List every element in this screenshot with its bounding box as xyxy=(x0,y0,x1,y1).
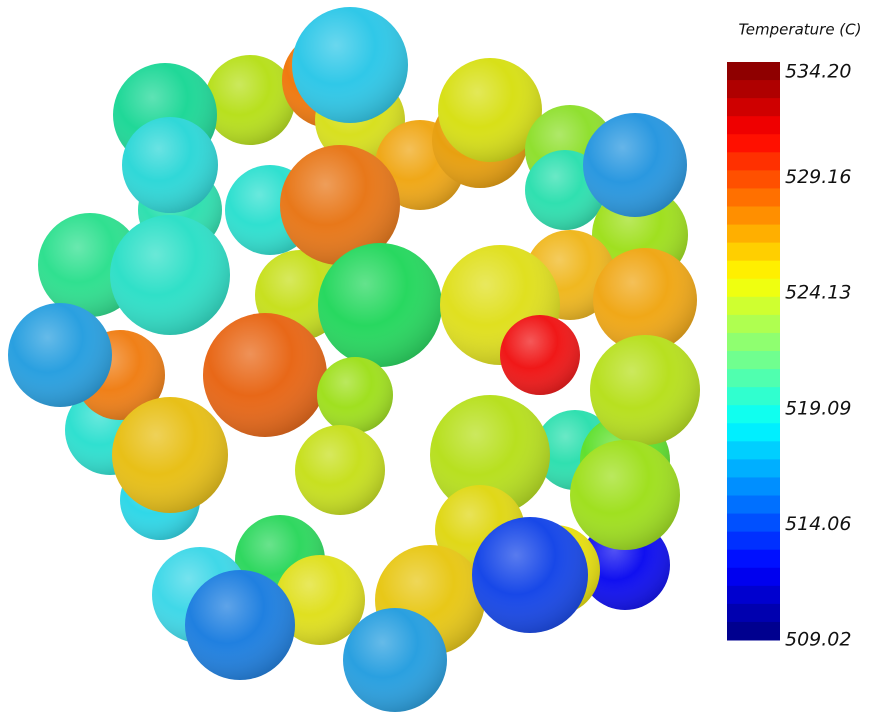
sphere-shading xyxy=(343,608,447,712)
color-band xyxy=(727,586,780,605)
color-band xyxy=(727,225,780,244)
color-band xyxy=(727,459,780,478)
color-band xyxy=(727,297,780,316)
color-band xyxy=(727,423,780,442)
sphere-shading xyxy=(295,425,385,515)
color-band xyxy=(727,207,780,226)
color-band xyxy=(727,441,780,460)
color-band xyxy=(727,62,780,81)
sphere-shading xyxy=(122,117,218,213)
color-band xyxy=(727,477,780,496)
sphere-shading xyxy=(185,570,295,680)
sphere-shading xyxy=(205,55,295,145)
sphere-shading xyxy=(8,303,112,407)
sphere-shading xyxy=(317,357,393,433)
tick-label: 524.13 xyxy=(785,282,851,304)
tick-label: 519.09 xyxy=(785,397,851,419)
color-band xyxy=(727,188,780,207)
color-band xyxy=(727,604,780,623)
color-band xyxy=(727,387,780,406)
color-band xyxy=(727,622,780,641)
color-band xyxy=(727,351,780,370)
color-band xyxy=(727,369,780,388)
color-band xyxy=(727,514,780,533)
color-bar-title: Temperature (C) xyxy=(739,21,862,39)
color-band xyxy=(727,550,780,569)
color-band xyxy=(727,80,780,99)
sphere-shading xyxy=(590,335,700,445)
sphere-shading xyxy=(500,315,580,395)
sphere-shading xyxy=(110,215,230,335)
sphere-shading xyxy=(292,7,408,123)
sphere-shading xyxy=(203,313,327,437)
visualization: Temperature (C) 534.20 529.16 524.13 519.09… xyxy=(0,0,893,713)
color-band xyxy=(727,243,780,262)
color-band xyxy=(727,261,780,280)
color-band xyxy=(727,279,780,298)
color-band xyxy=(727,496,780,515)
sphere-shading xyxy=(112,397,228,513)
tick-label: 534.20 xyxy=(785,61,851,83)
color-band xyxy=(727,134,780,153)
color-band xyxy=(727,405,780,424)
sphere-shading xyxy=(472,517,588,633)
sphere-shading xyxy=(570,440,680,550)
color-bar xyxy=(727,62,780,641)
color-band xyxy=(727,152,780,171)
tick-label: 529.16 xyxy=(785,166,851,188)
tick-label: 514.06 xyxy=(785,513,851,535)
tick-label: 509.02 xyxy=(785,629,851,651)
color-band xyxy=(727,568,780,587)
sphere-shading xyxy=(318,243,442,367)
color-band xyxy=(727,98,780,117)
sphere-shading xyxy=(583,113,687,217)
color-band xyxy=(727,116,780,135)
color-band xyxy=(727,170,780,189)
color-band xyxy=(727,532,780,551)
color-band xyxy=(727,333,780,352)
spheres xyxy=(8,7,700,712)
color-band xyxy=(727,315,780,334)
